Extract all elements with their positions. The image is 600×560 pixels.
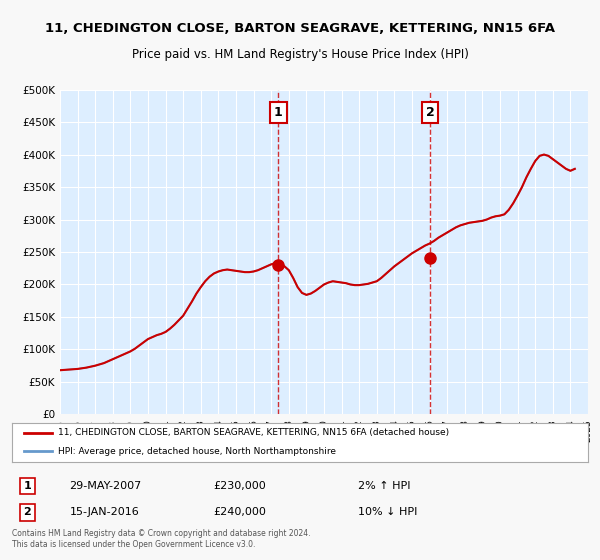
Text: 2: 2 bbox=[23, 507, 31, 517]
Text: 29-MAY-2007: 29-MAY-2007 bbox=[70, 481, 142, 491]
Text: £230,000: £230,000 bbox=[214, 481, 266, 491]
Text: 10% ↓ HPI: 10% ↓ HPI bbox=[358, 507, 417, 517]
Text: 1: 1 bbox=[274, 106, 283, 119]
Text: 15-JAN-2016: 15-JAN-2016 bbox=[70, 507, 139, 517]
Text: 2% ↑ HPI: 2% ↑ HPI bbox=[358, 481, 410, 491]
Text: Contains HM Land Registry data © Crown copyright and database right 2024.
This d: Contains HM Land Registry data © Crown c… bbox=[12, 529, 311, 549]
Text: £240,000: £240,000 bbox=[214, 507, 266, 517]
Text: Price paid vs. HM Land Registry's House Price Index (HPI): Price paid vs. HM Land Registry's House … bbox=[131, 48, 469, 60]
Text: 2: 2 bbox=[426, 106, 434, 119]
Text: 1: 1 bbox=[23, 481, 31, 491]
Text: 11, CHEDINGTON CLOSE, BARTON SEAGRAVE, KETTERING, NN15 6FA (detached house): 11, CHEDINGTON CLOSE, BARTON SEAGRAVE, K… bbox=[58, 428, 449, 437]
Text: 11, CHEDINGTON CLOSE, BARTON SEAGRAVE, KETTERING, NN15 6FA: 11, CHEDINGTON CLOSE, BARTON SEAGRAVE, K… bbox=[45, 22, 555, 35]
Text: HPI: Average price, detached house, North Northamptonshire: HPI: Average price, detached house, Nort… bbox=[58, 446, 336, 455]
